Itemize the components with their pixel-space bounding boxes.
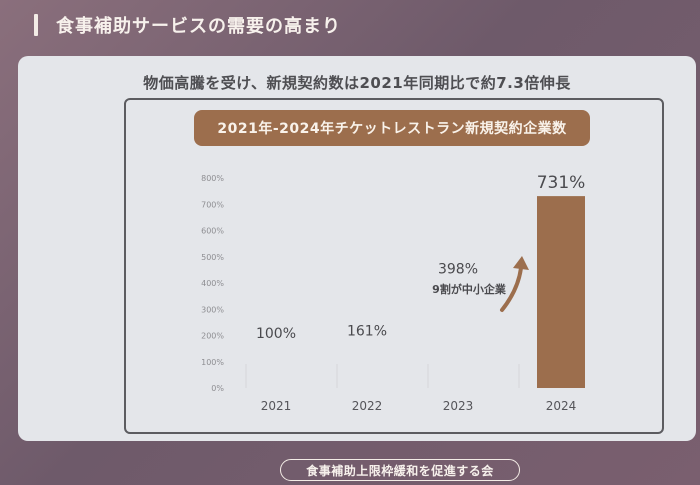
y-tick-label: 600% xyxy=(201,227,224,236)
title-bar: 食事補助サービスの需要の高まり xyxy=(0,0,700,48)
data-label-2023: 398% xyxy=(438,262,478,278)
x-tick-label-2023: 2023 xyxy=(443,399,474,413)
chart-title: 2021年-2024年チケットレストラン新規契約企業数 xyxy=(194,110,590,146)
title-accent-bar xyxy=(34,14,38,36)
annotation-arrow xyxy=(500,266,523,312)
x-tick-label-2021: 2021 xyxy=(261,399,292,413)
y-tick-label: 800% xyxy=(201,174,224,183)
bar-2024 xyxy=(537,196,585,388)
y-tick-label: 200% xyxy=(201,332,224,341)
y-tick-label: 400% xyxy=(201,279,224,288)
y-tick-label: 0% xyxy=(211,384,224,393)
y-tick-label: 300% xyxy=(201,305,224,314)
chart-frame: 2021年-2024年チケットレストラン新規契約企業数 0% 100% 200% 30… xyxy=(124,98,664,434)
y-tick-label: 500% xyxy=(201,253,224,262)
y-tick-label: 700% xyxy=(201,200,224,209)
bar-chart: 0% 100% 200% 300% 400% 500% 600% 700% 800% 100% 20… xyxy=(201,173,586,413)
data-label-2024: 731% xyxy=(537,173,586,193)
data-label-2021: 100% xyxy=(256,326,296,342)
x-tick-label-2022: 2022 xyxy=(352,399,383,413)
x-tick-label-2024: 2024 xyxy=(546,399,577,413)
annotation-text: 9割が中小企業 xyxy=(432,282,507,296)
y-tick-label: 100% xyxy=(201,358,224,367)
annotation-arrowhead xyxy=(513,256,529,270)
footer-label: 食事補助上限枠緩和を促進する会 xyxy=(280,459,520,481)
headline: 物価高騰を受け、新規契約数は2021年同期比で約7.3倍伸長 xyxy=(143,74,571,92)
data-label-2022: 161% xyxy=(347,324,387,340)
page-title: 食事補助サービスの需要の高まり xyxy=(56,16,341,37)
content-panel: 物価高騰を受け、新規契約数は2021年同期比で約7.3倍伸長 2021年-202… xyxy=(18,56,696,441)
